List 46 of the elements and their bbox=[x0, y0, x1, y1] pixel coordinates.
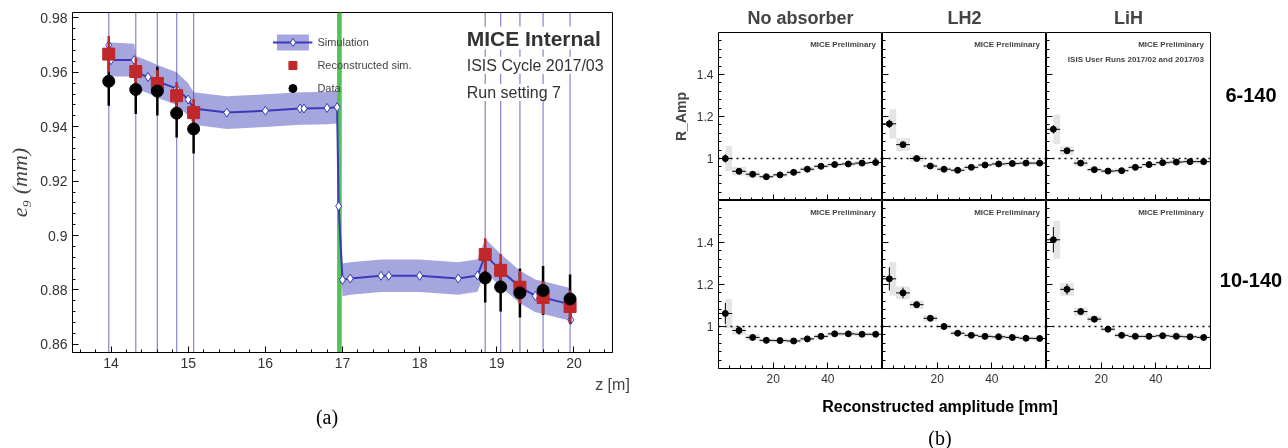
y-axis-title: R_Amp bbox=[672, 91, 689, 141]
annotation: ISIS User Runs 2017/02 and 2017/03 bbox=[1067, 54, 1205, 64]
x-axis-title: Reconstructed amplitude [mm] bbox=[822, 397, 1058, 417]
x-tick-label: 14 bbox=[103, 354, 120, 371]
x-tick-label: 17 bbox=[334, 354, 351, 371]
x-tick-label: 40 bbox=[985, 371, 999, 386]
y-tick-label: 1.2 bbox=[696, 110, 714, 124]
text: 10-140 bbox=[1219, 268, 1283, 293]
y-tick-label: 1 bbox=[706, 320, 714, 334]
y-tick-label: 0.96 bbox=[40, 64, 68, 81]
annotation: MICE Preliminary bbox=[810, 39, 877, 49]
x-tick-label: 16 bbox=[257, 354, 274, 371]
y-tick-label: 0.94 bbox=[40, 118, 68, 135]
y-tick-label: 0.86 bbox=[40, 336, 68, 353]
x-tick-label: 40 bbox=[821, 371, 835, 386]
y-tick-label: 0.9 bbox=[48, 227, 68, 244]
chart-title: LH2 bbox=[947, 7, 982, 28]
text: 6-140 bbox=[1225, 83, 1277, 108]
x-tick-label: 20 bbox=[766, 371, 781, 386]
x-tick-label: 20 bbox=[566, 354, 582, 371]
annotation: MICE Preliminary bbox=[974, 39, 1041, 49]
y-tick-label: 0.88 bbox=[40, 281, 68, 298]
x-tick-label: 15 bbox=[180, 354, 197, 371]
chart-title: No absorber bbox=[747, 7, 854, 28]
x-tick-label: 20 bbox=[930, 371, 945, 386]
annotation: MICE Preliminary bbox=[1138, 39, 1205, 49]
y-tick-label: 1.4 bbox=[696, 68, 714, 82]
annotation: ISIS Cycle 2017/03 bbox=[466, 56, 604, 74]
x-tick-label: 18 bbox=[411, 354, 428, 371]
y-tick-label: 0.98 bbox=[40, 9, 68, 26]
y-axis-title: e₉ (mm) bbox=[7, 147, 33, 218]
y-tick-label: 0.92 bbox=[40, 173, 68, 190]
annotation: MICE Preliminary bbox=[974, 207, 1041, 217]
y-tick-label: 1 bbox=[706, 152, 714, 166]
annotation: MICE Preliminary bbox=[1138, 207, 1205, 217]
x-axis-title: z [m] bbox=[595, 375, 630, 393]
x-tick-label: 20 bbox=[1094, 371, 1109, 386]
chart-title: LiH bbox=[1114, 7, 1143, 28]
text: (a) bbox=[315, 405, 339, 429]
annotation: MICE Preliminary bbox=[810, 207, 877, 217]
x-tick-label: 19 bbox=[489, 354, 505, 371]
y-tick-label: 1.2 bbox=[696, 278, 714, 292]
y-tick-label: 1.4 bbox=[696, 236, 714, 250]
annotation: Run setting 7 bbox=[466, 83, 562, 101]
x-tick-label: 40 bbox=[1149, 371, 1163, 386]
annotation: MICE Internal bbox=[466, 26, 601, 50]
